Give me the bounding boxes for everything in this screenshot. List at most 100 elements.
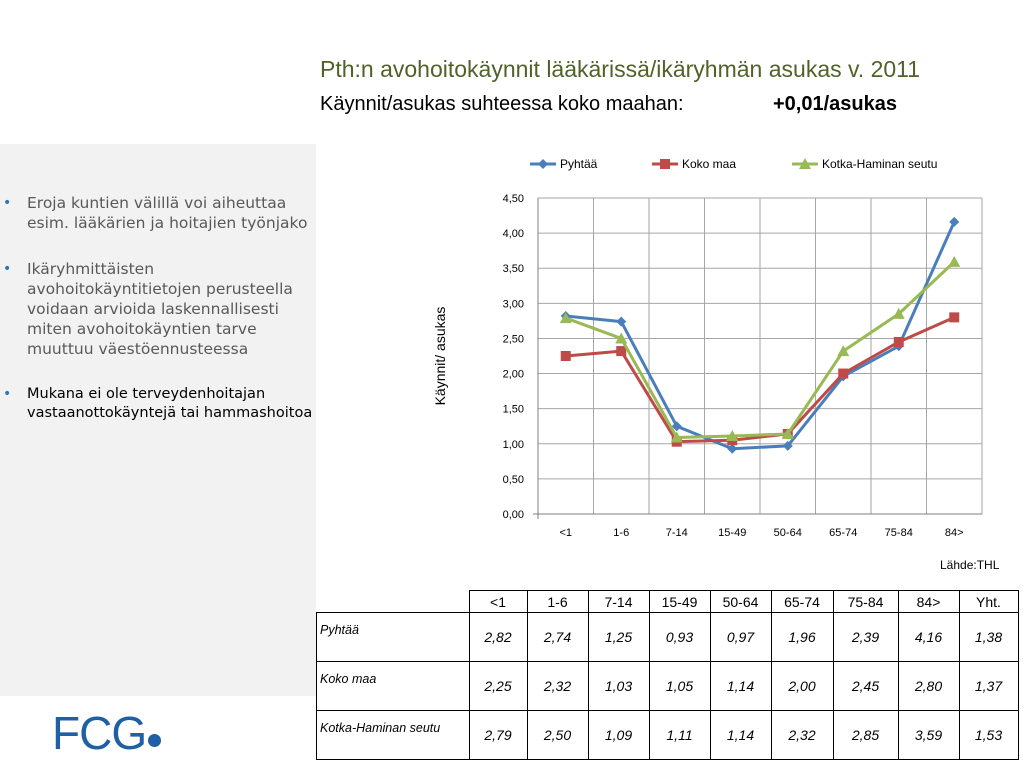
table-cell: 2,74 xyxy=(526,612,589,662)
data-point xyxy=(893,336,904,347)
x-tick-label: 15-49 xyxy=(718,527,746,539)
table-cell: 1,53 xyxy=(958,710,1019,760)
table-header-cell: Yht. xyxy=(958,590,1019,613)
legend-label: Koko maa xyxy=(682,157,736,171)
table-cell: 2,25 xyxy=(468,661,528,711)
table-cell: 1,03 xyxy=(587,661,650,711)
data-point xyxy=(781,427,794,439)
table-cell: 0,97 xyxy=(709,612,772,662)
x-tick-label: 75-84 xyxy=(885,527,913,539)
data-point xyxy=(670,431,683,443)
table-cell: 2,32 xyxy=(526,661,589,711)
y-tick-label: 3,00 xyxy=(503,298,524,310)
legend-entry: Pyhtää xyxy=(530,157,598,171)
table-header-cell: <1 xyxy=(468,590,528,613)
table-header-cell: 75-84 xyxy=(832,590,899,613)
legend-entry: Kotka-Haminan seutu xyxy=(792,157,937,171)
table-cell: 2,00 xyxy=(770,661,834,711)
table-header-row: <1 1-6 7-14 15-49 50-64 65-74 75-84 84> … xyxy=(316,590,1019,613)
series-line xyxy=(565,316,955,444)
table-row: Pyhtää 2,82 2,74 1,25 0,93 0,97 1,96 2,39 4,16 1,… xyxy=(316,612,1019,662)
y-tick-label: 1,00 xyxy=(503,439,524,451)
source-note: Lähde:THL xyxy=(940,558,1000,572)
y-axis-label: Käynnit/ asukas xyxy=(432,307,448,406)
y-tick-label: 0,00 xyxy=(503,509,524,521)
data-point xyxy=(838,368,849,379)
table-header-cell: 65-74 xyxy=(770,590,834,613)
table-cell: 1,14 xyxy=(709,710,772,760)
bullet-text: Ikäryhmittäisten avohoitokäyntitietojen … xyxy=(27,260,293,358)
table-row-label: Koko maa xyxy=(316,661,470,711)
table-cell: 4,16 xyxy=(897,612,960,662)
bullet-icon: • xyxy=(3,261,12,277)
data-point xyxy=(615,332,628,344)
table-cell: 1,25 xyxy=(587,612,650,662)
x-tick-label: 50-64 xyxy=(774,527,802,539)
x-tick-label: 1-6 xyxy=(613,527,629,539)
table-row-label: Pyhtää xyxy=(316,612,470,662)
data-point xyxy=(727,443,738,454)
table-cell: 1,37 xyxy=(958,661,1019,711)
bullet-text: Eroja kuntien välillä voi aiheuttaa esim… xyxy=(27,194,308,232)
series-line xyxy=(565,260,956,439)
legend-marker xyxy=(660,159,670,169)
data-point xyxy=(948,255,961,267)
table-header-cell: 1-6 xyxy=(526,590,589,613)
line-chart: 0,00 0,50 1,00 1,50 2,00 2,50 3,00 3,50 4,00 4,50… xyxy=(432,157,983,539)
x-tick-label: <1 xyxy=(559,527,572,539)
data-point xyxy=(782,440,793,451)
data-point xyxy=(560,351,571,361)
data-point xyxy=(616,346,627,357)
series-2 xyxy=(559,255,961,443)
y-tick-label: 0,50 xyxy=(503,474,524,486)
table-cell: 2,32 xyxy=(770,710,834,760)
table-header-cell: 84> xyxy=(897,590,960,613)
table-cell: 2,82 xyxy=(468,612,528,662)
table-row: Koko maa 2,25 2,32 1,03 1,05 1,14 2,00 2,45 2,80… xyxy=(316,661,1019,711)
sidebar-panel xyxy=(0,144,316,696)
y-tick-label: 3,50 xyxy=(503,263,524,275)
table-header-cell: 7-14 xyxy=(587,590,650,613)
data-point xyxy=(726,430,739,442)
table-header-cell: 50-64 xyxy=(709,590,772,613)
table-cell: 3,59 xyxy=(897,710,960,760)
data-point xyxy=(949,312,960,323)
table-cell: 1,09 xyxy=(587,710,650,760)
subtitle-label: Käynnit/asukas suhteessa koko maahan: xyxy=(320,93,684,115)
series-line xyxy=(565,221,956,451)
data-table: <1 1-6 7-14 15-49 50-64 65-74 75-84 84> … xyxy=(316,590,1019,760)
table-cell: 1,11 xyxy=(648,710,711,760)
bullet-icon: • xyxy=(3,386,12,402)
legend-marker xyxy=(538,159,548,169)
bullet-text: Mukana ei ole terveydenhoitajan vastaano… xyxy=(27,386,313,421)
table-cell: 1,96 xyxy=(770,612,834,662)
data-point xyxy=(949,216,960,227)
table-cell: 2,39 xyxy=(832,612,899,662)
table-header-cell: 15-49 xyxy=(648,590,711,613)
legend-entry: Koko maa xyxy=(652,157,736,171)
legend-label: Pyhtää xyxy=(560,157,598,171)
table-cell: 2,50 xyxy=(526,710,589,760)
data-point xyxy=(671,421,682,432)
data-point xyxy=(616,316,627,327)
table-cell: 2,45 xyxy=(832,661,899,711)
table-cell: 0,93 xyxy=(648,612,711,662)
legend-label: Kotka-Haminan seutu xyxy=(822,157,937,171)
y-tick-label: 2,00 xyxy=(503,369,524,381)
table-cell: 2,79 xyxy=(468,710,528,760)
page-title: Pth:n avohoitokäynnit lääkärissä/ikäryhm… xyxy=(320,56,921,82)
table-cell: 1,38 xyxy=(958,612,1019,662)
table-cell: 2,85 xyxy=(832,710,899,760)
x-tick-label: 84> xyxy=(945,527,964,539)
y-tick-label: 1,50 xyxy=(503,404,524,416)
table-cell: 1,14 xyxy=(709,661,772,711)
page-subtitle: Käynnit/asukas suhteessa koko maahan: +0… xyxy=(320,93,897,116)
subtitle-value: +0,01/asukas xyxy=(773,93,897,115)
table-cell: 2,80 xyxy=(897,661,960,711)
bullet-item: • Eroja kuntien välillä voi aiheuttaa esi… xyxy=(0,193,318,233)
y-tick-label: 2,50 xyxy=(503,333,524,345)
data-point xyxy=(559,312,572,324)
y-tick-label: 4,50 xyxy=(503,193,524,205)
bullet-item: • Mukana ei ole terveydenhoitajan vastaan… xyxy=(0,385,318,423)
logo-dot-icon xyxy=(148,734,161,747)
